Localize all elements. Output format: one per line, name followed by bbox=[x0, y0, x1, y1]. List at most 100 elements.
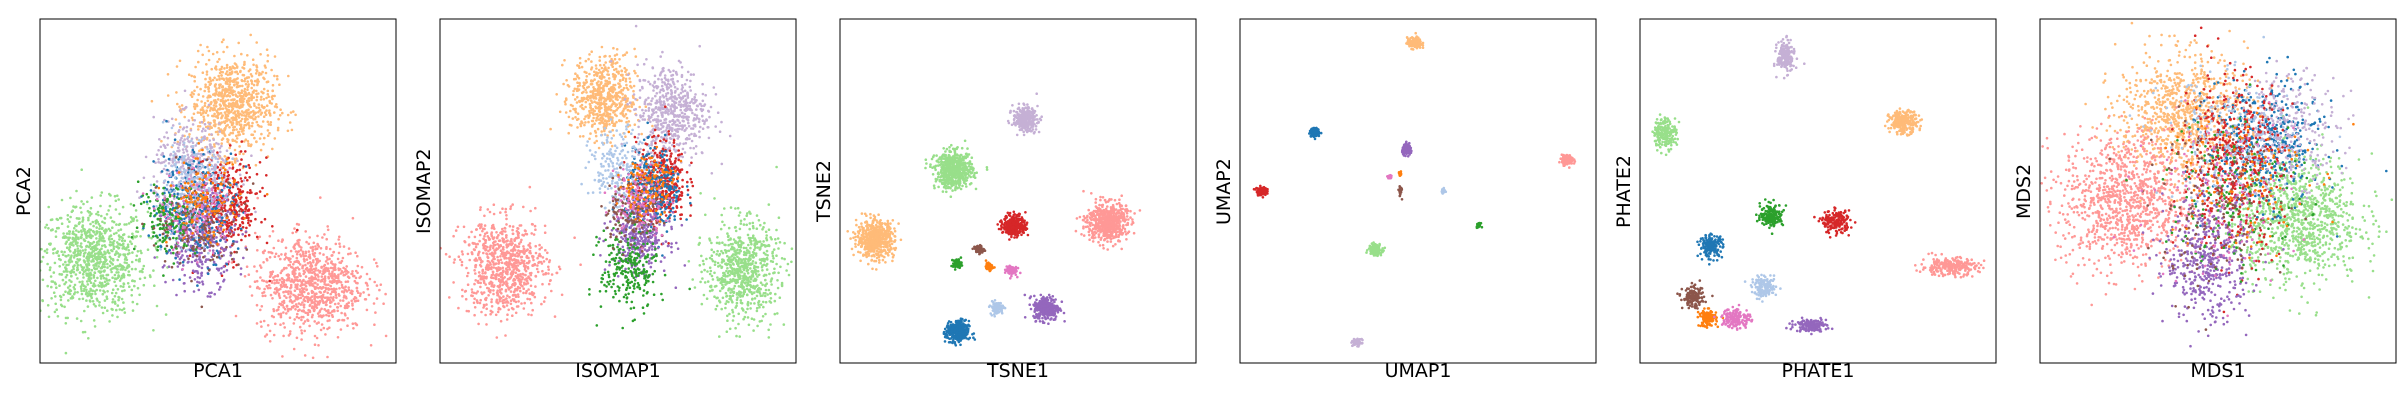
data-point bbox=[208, 109, 212, 112]
data-point bbox=[289, 265, 293, 269]
data-point bbox=[296, 279, 300, 283]
data-point bbox=[240, 158, 243, 161]
data-point bbox=[187, 139, 190, 143]
data-point bbox=[244, 150, 247, 153]
data-point bbox=[233, 159, 237, 163]
data-point bbox=[81, 249, 85, 252]
data-point bbox=[222, 38, 225, 41]
data-point bbox=[195, 136, 199, 140]
data-point bbox=[245, 196, 248, 199]
data-point bbox=[211, 52, 215, 56]
data-point bbox=[117, 298, 120, 302]
data-point bbox=[208, 175, 211, 179]
data-point bbox=[206, 272, 210, 276]
data-point bbox=[123, 289, 126, 292]
data-point bbox=[30, 256, 33, 259]
data-point bbox=[82, 276, 85, 279]
data-point bbox=[355, 287, 359, 290]
data-point bbox=[178, 221, 182, 224]
data-point bbox=[312, 260, 315, 264]
data-point bbox=[254, 72, 258, 75]
data-point bbox=[213, 94, 217, 97]
data-point bbox=[200, 246, 204, 250]
data-point bbox=[230, 191, 233, 195]
data-point bbox=[283, 294, 286, 298]
data-point bbox=[194, 236, 198, 239]
data-point bbox=[182, 221, 185, 225]
data-point bbox=[156, 248, 159, 252]
data-point bbox=[97, 284, 100, 287]
data-point bbox=[163, 118, 166, 122]
data-point bbox=[176, 187, 180, 191]
data-point bbox=[177, 197, 181, 200]
data-point bbox=[294, 250, 298, 253]
data-point bbox=[239, 104, 243, 107]
data-point bbox=[226, 94, 229, 98]
data-point bbox=[215, 78, 219, 81]
data-point bbox=[124, 256, 128, 259]
data-point bbox=[69, 289, 73, 293]
data-point bbox=[307, 282, 311, 285]
data-point bbox=[248, 126, 251, 130]
data-point bbox=[262, 87, 266, 91]
data-point bbox=[176, 219, 179, 223]
data-point bbox=[93, 271, 96, 274]
data-point bbox=[213, 191, 217, 195]
data-point bbox=[289, 308, 293, 311]
data-point bbox=[225, 214, 229, 217]
data-point bbox=[217, 205, 220, 208]
data-point bbox=[179, 165, 183, 169]
data-point bbox=[183, 289, 186, 293]
data-point bbox=[102, 289, 105, 293]
data-point bbox=[192, 159, 196, 163]
data-point bbox=[167, 174, 171, 178]
data-point bbox=[316, 257, 319, 261]
data-point bbox=[181, 211, 185, 214]
data-point bbox=[272, 309, 276, 313]
data-point bbox=[527, 288, 530, 291]
data-point bbox=[265, 241, 269, 245]
data-point bbox=[94, 244, 98, 247]
data-point bbox=[305, 258, 309, 261]
data-point bbox=[337, 292, 341, 296]
data-point bbox=[252, 83, 256, 87]
data-point bbox=[208, 139, 211, 142]
data-point bbox=[308, 253, 312, 257]
data-point bbox=[195, 254, 199, 258]
data-point bbox=[70, 243, 73, 246]
data-point bbox=[374, 311, 377, 314]
data-point bbox=[83, 330, 87, 334]
data-point bbox=[78, 217, 81, 220]
data-point bbox=[211, 187, 214, 190]
data-point bbox=[245, 171, 248, 175]
data-point bbox=[102, 276, 106, 280]
data-point bbox=[190, 95, 194, 98]
data-point bbox=[226, 175, 230, 178]
data-point bbox=[356, 289, 359, 293]
data-point bbox=[207, 49, 211, 53]
data-point bbox=[69, 215, 72, 219]
data-point bbox=[260, 125, 263, 128]
data-point bbox=[313, 292, 317, 296]
data-point bbox=[220, 183, 223, 186]
data-point bbox=[271, 97, 274, 101]
data-point bbox=[235, 137, 239, 140]
data-point bbox=[250, 74, 254, 78]
data-point bbox=[197, 196, 200, 200]
data-point bbox=[173, 192, 176, 196]
data-point bbox=[255, 92, 258, 96]
data-point bbox=[226, 157, 229, 161]
data-point bbox=[287, 334, 291, 337]
data-point bbox=[158, 210, 162, 214]
data-point bbox=[211, 191, 214, 195]
data-point bbox=[52, 252, 55, 255]
data-point bbox=[317, 303, 321, 306]
data-point bbox=[177, 183, 180, 186]
data-point bbox=[240, 117, 244, 121]
data-point bbox=[301, 265, 304, 268]
data-point bbox=[111, 300, 114, 304]
data-point bbox=[225, 113, 228, 117]
data-point bbox=[237, 91, 240, 94]
data-point bbox=[179, 125, 182, 129]
data-point bbox=[236, 159, 239, 163]
